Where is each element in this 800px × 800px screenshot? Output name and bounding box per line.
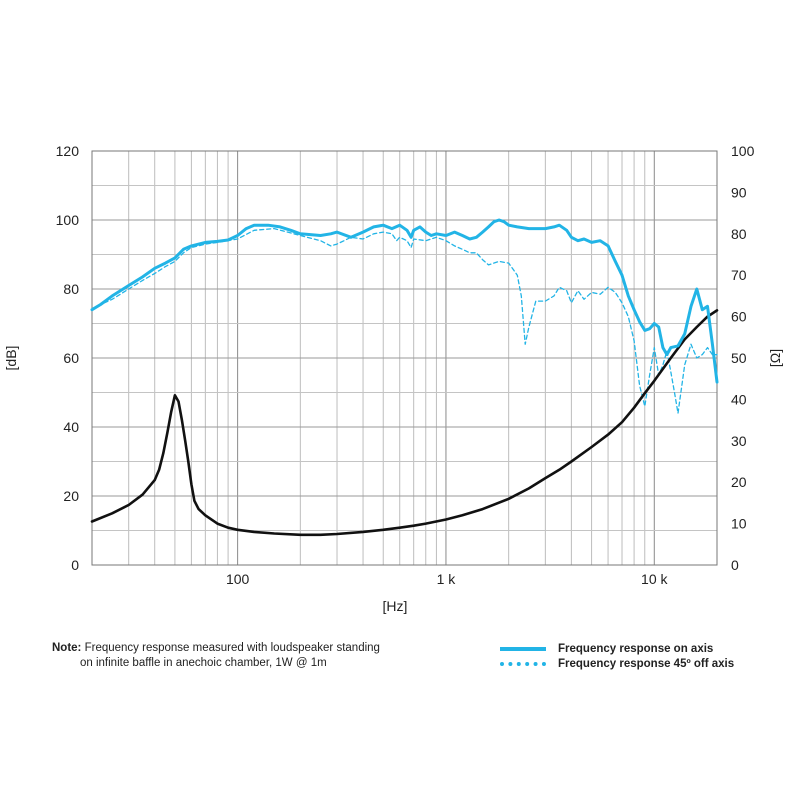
- note-line-1: Frequency response measured with loudspe…: [84, 642, 380, 654]
- legend-label-on-axis: Frequency response on axis: [558, 642, 714, 655]
- y-axis-left-title: [dB]: [3, 346, 19, 371]
- y-right-tick-label: 100: [731, 143, 755, 159]
- y-left-tick-label: 20: [63, 488, 79, 504]
- y-right-tick-label: 50: [731, 350, 747, 366]
- series-line-off-axis: [91, 227, 718, 414]
- legend: Frequency response on axis Frequency res…: [500, 641, 734, 671]
- legend-label-off-axis: Frequency response 45º off axis: [558, 657, 735, 670]
- legend-swatch-solid: [500, 646, 546, 651]
- y-left-tick-label: 40: [63, 419, 79, 435]
- tick-labels: 100 1 k 10 k 0 20 40 60 80 100 120 0 10 20 30 40 50 60 70…: [56, 143, 755, 587]
- y-left-tick-label: 100: [56, 212, 80, 228]
- note-line-2: on infinite baffle in anechoic chamber, …: [80, 657, 327, 669]
- measurement-note: Note: Frequency response measured with l…: [52, 641, 402, 671]
- x-tick-label: 10 k: [641, 571, 668, 587]
- y-right-tick-label: 80: [731, 226, 747, 242]
- y-right-tick-label: 10: [731, 516, 747, 532]
- y-right-tick-label: 70: [731, 267, 747, 283]
- y-right-tick-label: 20: [731, 474, 747, 490]
- note-label: Note:: [52, 642, 82, 654]
- legend-swatch-dashed: [500, 661, 546, 666]
- x-tick-label: 100: [226, 571, 250, 587]
- grid: [92, 151, 717, 565]
- y-right-tick-label: 90: [731, 184, 747, 200]
- series-line-impedance: [90, 309, 719, 537]
- plot-frame: [91, 150, 718, 566]
- y-left-tick-label: 60: [63, 350, 79, 366]
- y-left-tick-label: 80: [63, 281, 79, 297]
- legend-item-on-axis: Frequency response on axis: [500, 641, 734, 656]
- x-tick-label: 1 k: [437, 571, 457, 587]
- y-left-tick-label: 0: [71, 557, 79, 573]
- series-line-on-axis: [90, 218, 719, 384]
- legend-item-off-axis: Frequency response 45º off axis: [500, 656, 734, 671]
- x-axis-title: [Hz]: [383, 598, 408, 614]
- y-axis-right-title: [Ω]: [767, 349, 783, 367]
- series-group: [90, 218, 719, 537]
- y-right-tick-label: 40: [731, 391, 747, 407]
- y-right-tick-label: 60: [731, 309, 747, 325]
- y-right-tick-label: 30: [731, 433, 747, 449]
- y-left-tick-label: 120: [56, 143, 80, 159]
- y-right-tick-label: 0: [731, 557, 739, 573]
